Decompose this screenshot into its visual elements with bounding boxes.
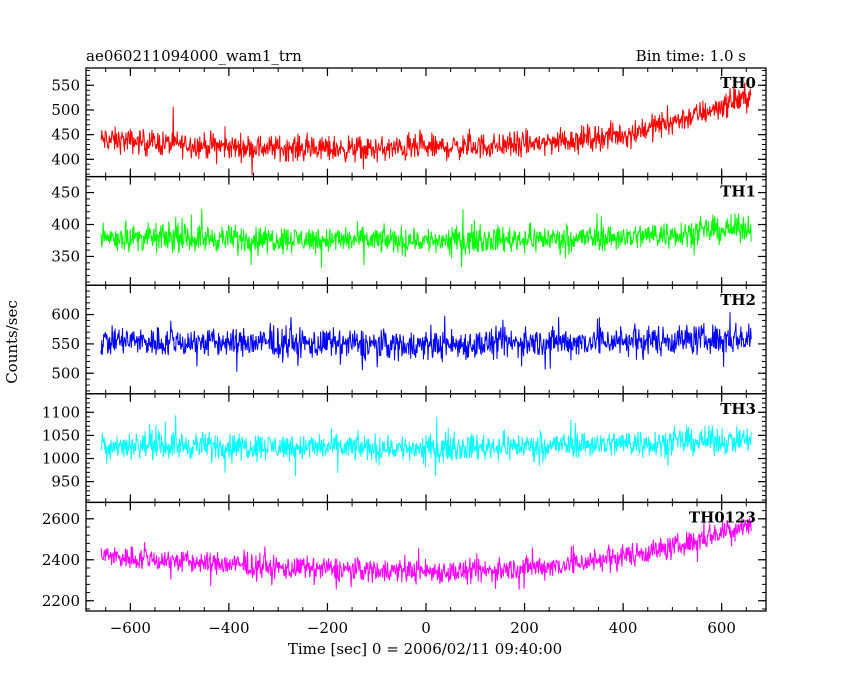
x-tick-label: −600 xyxy=(110,619,151,637)
y-tick-label: 450 xyxy=(51,126,80,144)
panel-label: TH0 xyxy=(720,74,756,92)
y-tick-label: 2200 xyxy=(42,592,80,610)
y-tick-label: 500 xyxy=(51,364,80,382)
y-tick-label: 1000 xyxy=(42,449,80,467)
x-tick-label: 600 xyxy=(707,619,736,637)
y-tick-label: 600 xyxy=(51,306,80,324)
y-tick-label: 400 xyxy=(51,216,80,234)
panel-th0123: 2200 2400 2600 TH0123 xyxy=(42,501,767,612)
series-line-th0 xyxy=(100,76,752,176)
panel-label: TH3 xyxy=(720,400,756,418)
series-line-th2 xyxy=(100,311,752,372)
x-tick-label: 400 xyxy=(609,619,638,637)
x-tick-label: 0 xyxy=(421,619,431,637)
series-line-th1 xyxy=(100,208,752,269)
y-tick-label: 1050 xyxy=(42,426,80,444)
y-tick-label: 500 xyxy=(51,101,80,119)
panel-th3: 950 1000 1050 1100 TH3 xyxy=(42,393,767,504)
y-tick-label: 950 xyxy=(51,473,80,491)
series-line-th3 xyxy=(100,415,752,477)
y-tick-label: 350 xyxy=(51,247,80,265)
x-tick-label: −200 xyxy=(307,619,348,637)
x-tick-label: 200 xyxy=(510,619,539,637)
y-tick-label: 550 xyxy=(51,335,80,353)
panel-th0: 400 450 500 550 TH0 xyxy=(51,67,767,178)
x-tick-label: −400 xyxy=(208,619,249,637)
panel-th2: 500 550 600 TH2 xyxy=(51,284,767,395)
bin-time-label: Bin time: 1.0 s xyxy=(636,47,746,65)
y-tick-label: 550 xyxy=(51,76,80,94)
y-tick-label: 2400 xyxy=(42,551,80,569)
panel-label: TH0123 xyxy=(689,508,756,526)
x-axis-label: Time [sec] 0 = 2006/02/11 09:40:00 xyxy=(288,640,562,658)
y-tick-label: 400 xyxy=(51,150,80,168)
y-axis-label: Counts/sec xyxy=(3,300,21,384)
panels-group: 400 450 500 550 TH0 350 400 450 TH1 500 550 600 TH2 9… xyxy=(42,67,767,637)
panel-label: TH2 xyxy=(720,291,756,309)
panel-th1: 350 400 450 TH1 xyxy=(51,175,767,286)
chart-title: ae060211094000_wam1_trn xyxy=(86,47,302,65)
y-tick-label: 2600 xyxy=(42,510,80,528)
series-line-th0123 xyxy=(100,516,752,590)
panel-label: TH1 xyxy=(720,183,756,201)
y-tick-label: 450 xyxy=(51,184,80,202)
y-tick-label: 1100 xyxy=(42,403,80,421)
